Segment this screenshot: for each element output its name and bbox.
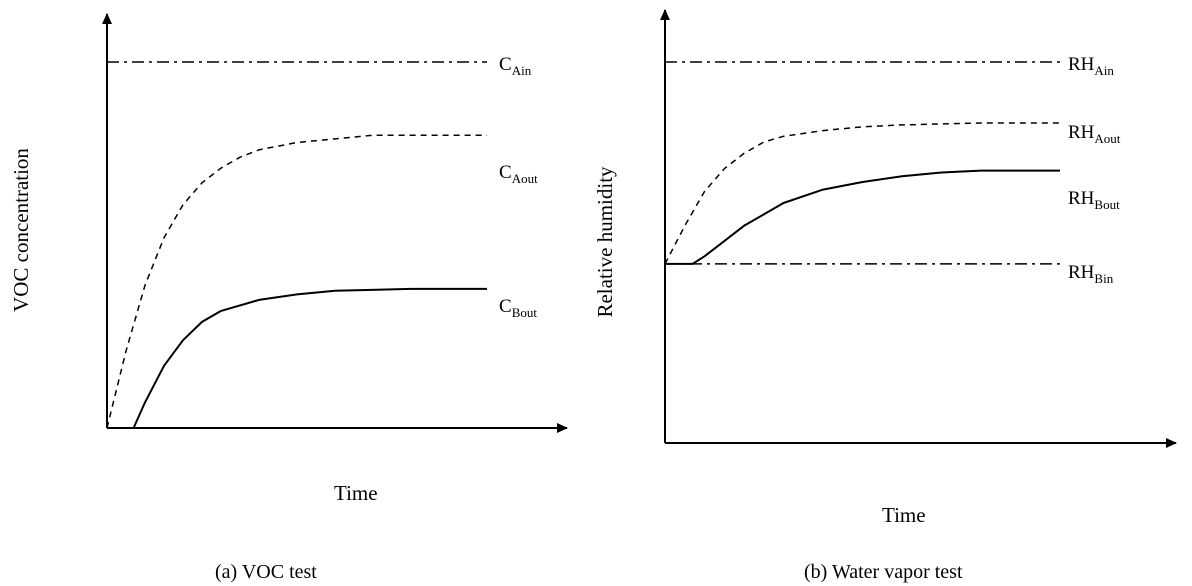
series-label-rhaout: RHAout — [1068, 122, 1121, 146]
series-line-caout — [106, 134, 487, 429]
y-axis-title: VOC concentration — [9, 148, 33, 312]
series-label-caout: CAout — [499, 162, 538, 186]
x-axis-title: Time — [882, 503, 926, 527]
plot-area — [106, 61, 487, 429]
x-axis-title: Time — [334, 481, 378, 505]
series-labels: RHAin RHAout RHBout RHBin — [1068, 54, 1121, 286]
plot-area — [664, 61, 1060, 265]
series-line-rhaout — [664, 122, 1060, 265]
series-label-cbout: CBout — [499, 296, 537, 320]
series-labels: CAin CAout CBout — [499, 54, 538, 320]
series-label-rhbout: RHBout — [1068, 188, 1120, 212]
series-label-rhbin: RHBin — [1068, 262, 1114, 286]
panel-caption: (a) VOC test — [215, 561, 317, 583]
series-line-rhbout — [665, 169, 1060, 265]
y-axis-title: Relative humidity — [593, 166, 617, 318]
series-line-cbout — [132, 287, 487, 429]
panel-water-vapor-test: RHAin RHAout RHBout RHBin Relative humidity… — [593, 9, 1177, 583]
panel-voc-test: CAin CAout CBout VOC concentration Time (a… — [9, 13, 568, 583]
panel-caption: (b) Water vapor test — [804, 561, 963, 583]
series-label-cain: CAin — [499, 54, 532, 78]
series-label-rhain: RHAin — [1068, 54, 1114, 78]
